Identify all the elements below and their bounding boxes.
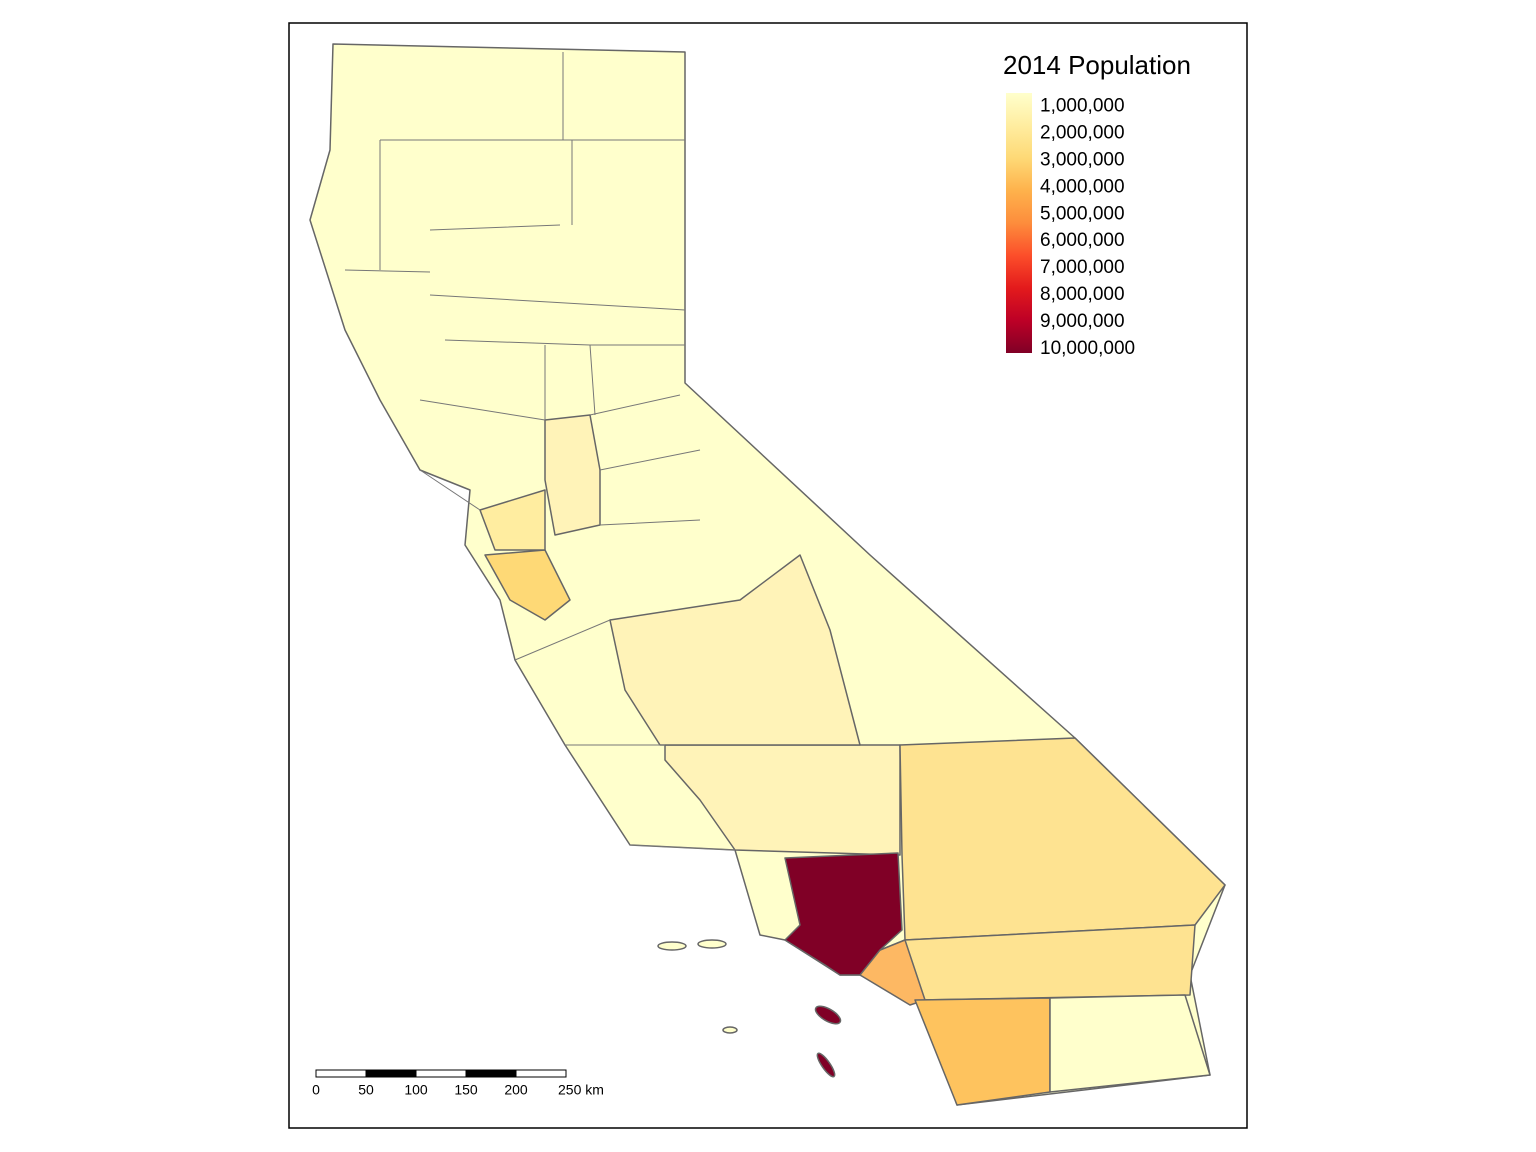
county [479,489,546,551]
scale-label: 150 [454,1082,478,1098]
legend-label: 10,000,000 [1040,338,1135,359]
legend-title: 2014 Population [1003,50,1191,80]
county [484,549,571,621]
legend-label: 7,000,000 [1040,257,1125,278]
county [609,554,861,746]
island [697,939,727,949]
county-lines [344,52,736,851]
scale-segment [365,1069,417,1078]
legend-label: 9,000,000 [1040,311,1125,332]
scale-label: 200 [504,1082,528,1098]
county [784,852,903,976]
island [722,1026,738,1034]
county [544,414,601,536]
island [657,941,687,951]
legend-label: 3,000,000 [1040,149,1125,170]
scale-label: 0 [312,1082,320,1098]
legend-label: 8,000,000 [1040,284,1125,305]
scale-segment [315,1069,367,1078]
island [814,1005,842,1025]
legend-label: 6,000,000 [1040,230,1125,251]
legend-label: 1,000,000 [1040,95,1125,116]
island [816,1052,836,1078]
scale-label: 250 km [558,1082,604,1098]
scale-label: 50 [358,1082,374,1098]
legend-ticks: 1,000,000 2,000,000 3,000,000 4,000,000 5,00… [1040,95,1135,359]
scale-segment [465,1069,517,1078]
counties [309,43,1226,1106]
legend-label: 5,000,000 [1040,203,1125,224]
county [1049,994,1211,1093]
legend-gradient [1006,93,1032,353]
scale-bar: 0 50 100 150 200 250 km [312,1069,604,1098]
legend-label: 4,000,000 [1040,176,1125,197]
scale-label: 100 [404,1082,428,1098]
scale-segment [415,1069,467,1078]
legend-label: 2,000,000 [1040,122,1125,143]
scale-segment [515,1069,567,1078]
